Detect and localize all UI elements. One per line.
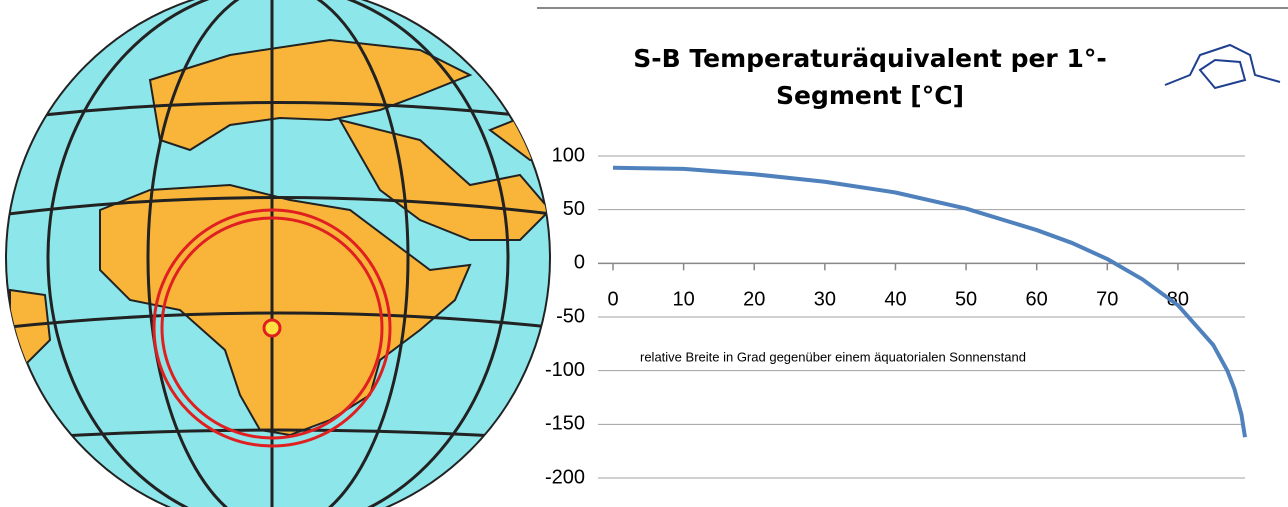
page: {"chart_data": {"type": "line", "title":… [0,0,1288,507]
x-tick-label: 60 [1026,288,1048,310]
body: relative Breite in Grad gegenüber einem … [0,0,1288,507]
x-tick-label: 10 [672,288,694,310]
y-tick-label: -200 [545,466,585,488]
x-tick-label: 30 [814,288,836,310]
x-tick-label: 20 [743,288,765,310]
y-tick-label: -100 [545,359,585,381]
y-tick-label: -50 [556,305,585,327]
logo [1165,45,1280,88]
x-tick-label: 40 [884,288,906,310]
chart-title: S-B Temperaturäquivalent per 1°-Segment … [610,40,1130,114]
y-tick-label: -150 [545,413,585,435]
x-axis-label: relative Breite in Grad gegenüber einem … [640,349,1026,364]
y-tick-label: 0 [574,252,585,274]
globe [0,0,560,507]
y-tick-label: 100 [552,144,585,166]
y-tick-label: 50 [563,198,585,220]
x-tick-label: 70 [1096,288,1118,310]
x-tick-label: 0 [607,288,618,310]
x-tick-label: 50 [955,288,977,310]
data-line [613,168,1245,437]
